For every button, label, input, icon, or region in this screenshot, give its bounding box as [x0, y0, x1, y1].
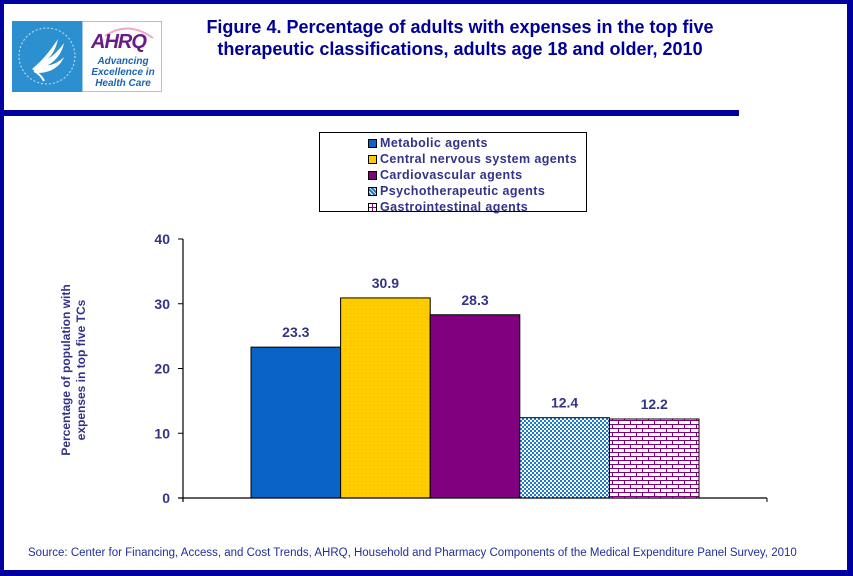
axes-group: 0 10 20 30 40 [154, 231, 768, 506]
bar-3 [519, 417, 610, 499]
header-separator [0, 110, 739, 116]
ahrq-logo-box: AHRQ Advancing Excellence in Health Care [82, 21, 162, 92]
data-label-3: 12.4 [551, 395, 578, 411]
legend-swatch-1 [368, 154, 377, 164]
chart-title: Figure 4. Percentage of adults with expe… [185, 16, 735, 60]
y-tick-label-2: 20 [154, 361, 170, 377]
tagline-line-2: Excellence in [91, 67, 155, 78]
hhs-eagle-seal-icon [12, 21, 82, 92]
y-tick-label-1: 10 [154, 425, 170, 441]
bar-4 [608, 418, 700, 499]
title-line-1: Figure 4. Percentage of adults with expe… [206, 17, 714, 37]
legend-label: Metabolic agents [380, 136, 488, 150]
data-label-0: 23.3 [282, 324, 309, 340]
title-line-2: therapeutic classifications, adults age … [217, 39, 703, 59]
legend-label: Psychotherapeutic agents [380, 184, 546, 198]
tagline-line-1: Advancing [97, 56, 149, 67]
legend-item: Cardiovascular agents [368, 167, 586, 183]
legend-label: Gastrointestinal agents [380, 200, 529, 214]
ahrq-logo: AHRQ Advancing Excellence in Health Care [12, 21, 162, 92]
legend-label: Cardiovascular agents [380, 168, 523, 182]
bar-2 [429, 314, 521, 499]
bar-0 [250, 346, 342, 499]
legend-swatch-3 [368, 186, 377, 196]
legend-swatch-0 [368, 138, 377, 148]
ahrq-tagline: Advancing Excellence in Health Care [83, 56, 163, 89]
legend-item: Metabolic agents [368, 135, 586, 151]
y-tick-label-0: 0 [162, 490, 170, 506]
legend-label: Central nervous system agents [380, 152, 578, 166]
data-label-2: 28.3 [461, 292, 488, 308]
y-tick-label-3: 30 [154, 296, 170, 312]
y-tick-label-4: 40 [154, 231, 170, 247]
ahrq-wordmark: AHRQ [91, 31, 147, 53]
tagline-line-3: Health Care [95, 78, 151, 89]
legend-item: Central nervous system agents [368, 151, 586, 167]
bar-1 [340, 297, 431, 499]
data-label-1: 30.9 [372, 275, 399, 291]
legend-item: Psychotherapeutic agents [368, 183, 586, 199]
legend-swatch-4 [368, 202, 377, 212]
source-note: Source: Center for Financing, Access, an… [28, 547, 797, 559]
legend-item: Gastrointestinal agents [368, 199, 586, 215]
data-label-4: 12.2 [641, 396, 668, 412]
bars-group: 23.3 30.9 28.3 12.4 12.2 [250, 275, 700, 499]
legend: Metabolic agents Central nervous system … [319, 132, 587, 215]
legend-swatch-2 [368, 170, 377, 180]
